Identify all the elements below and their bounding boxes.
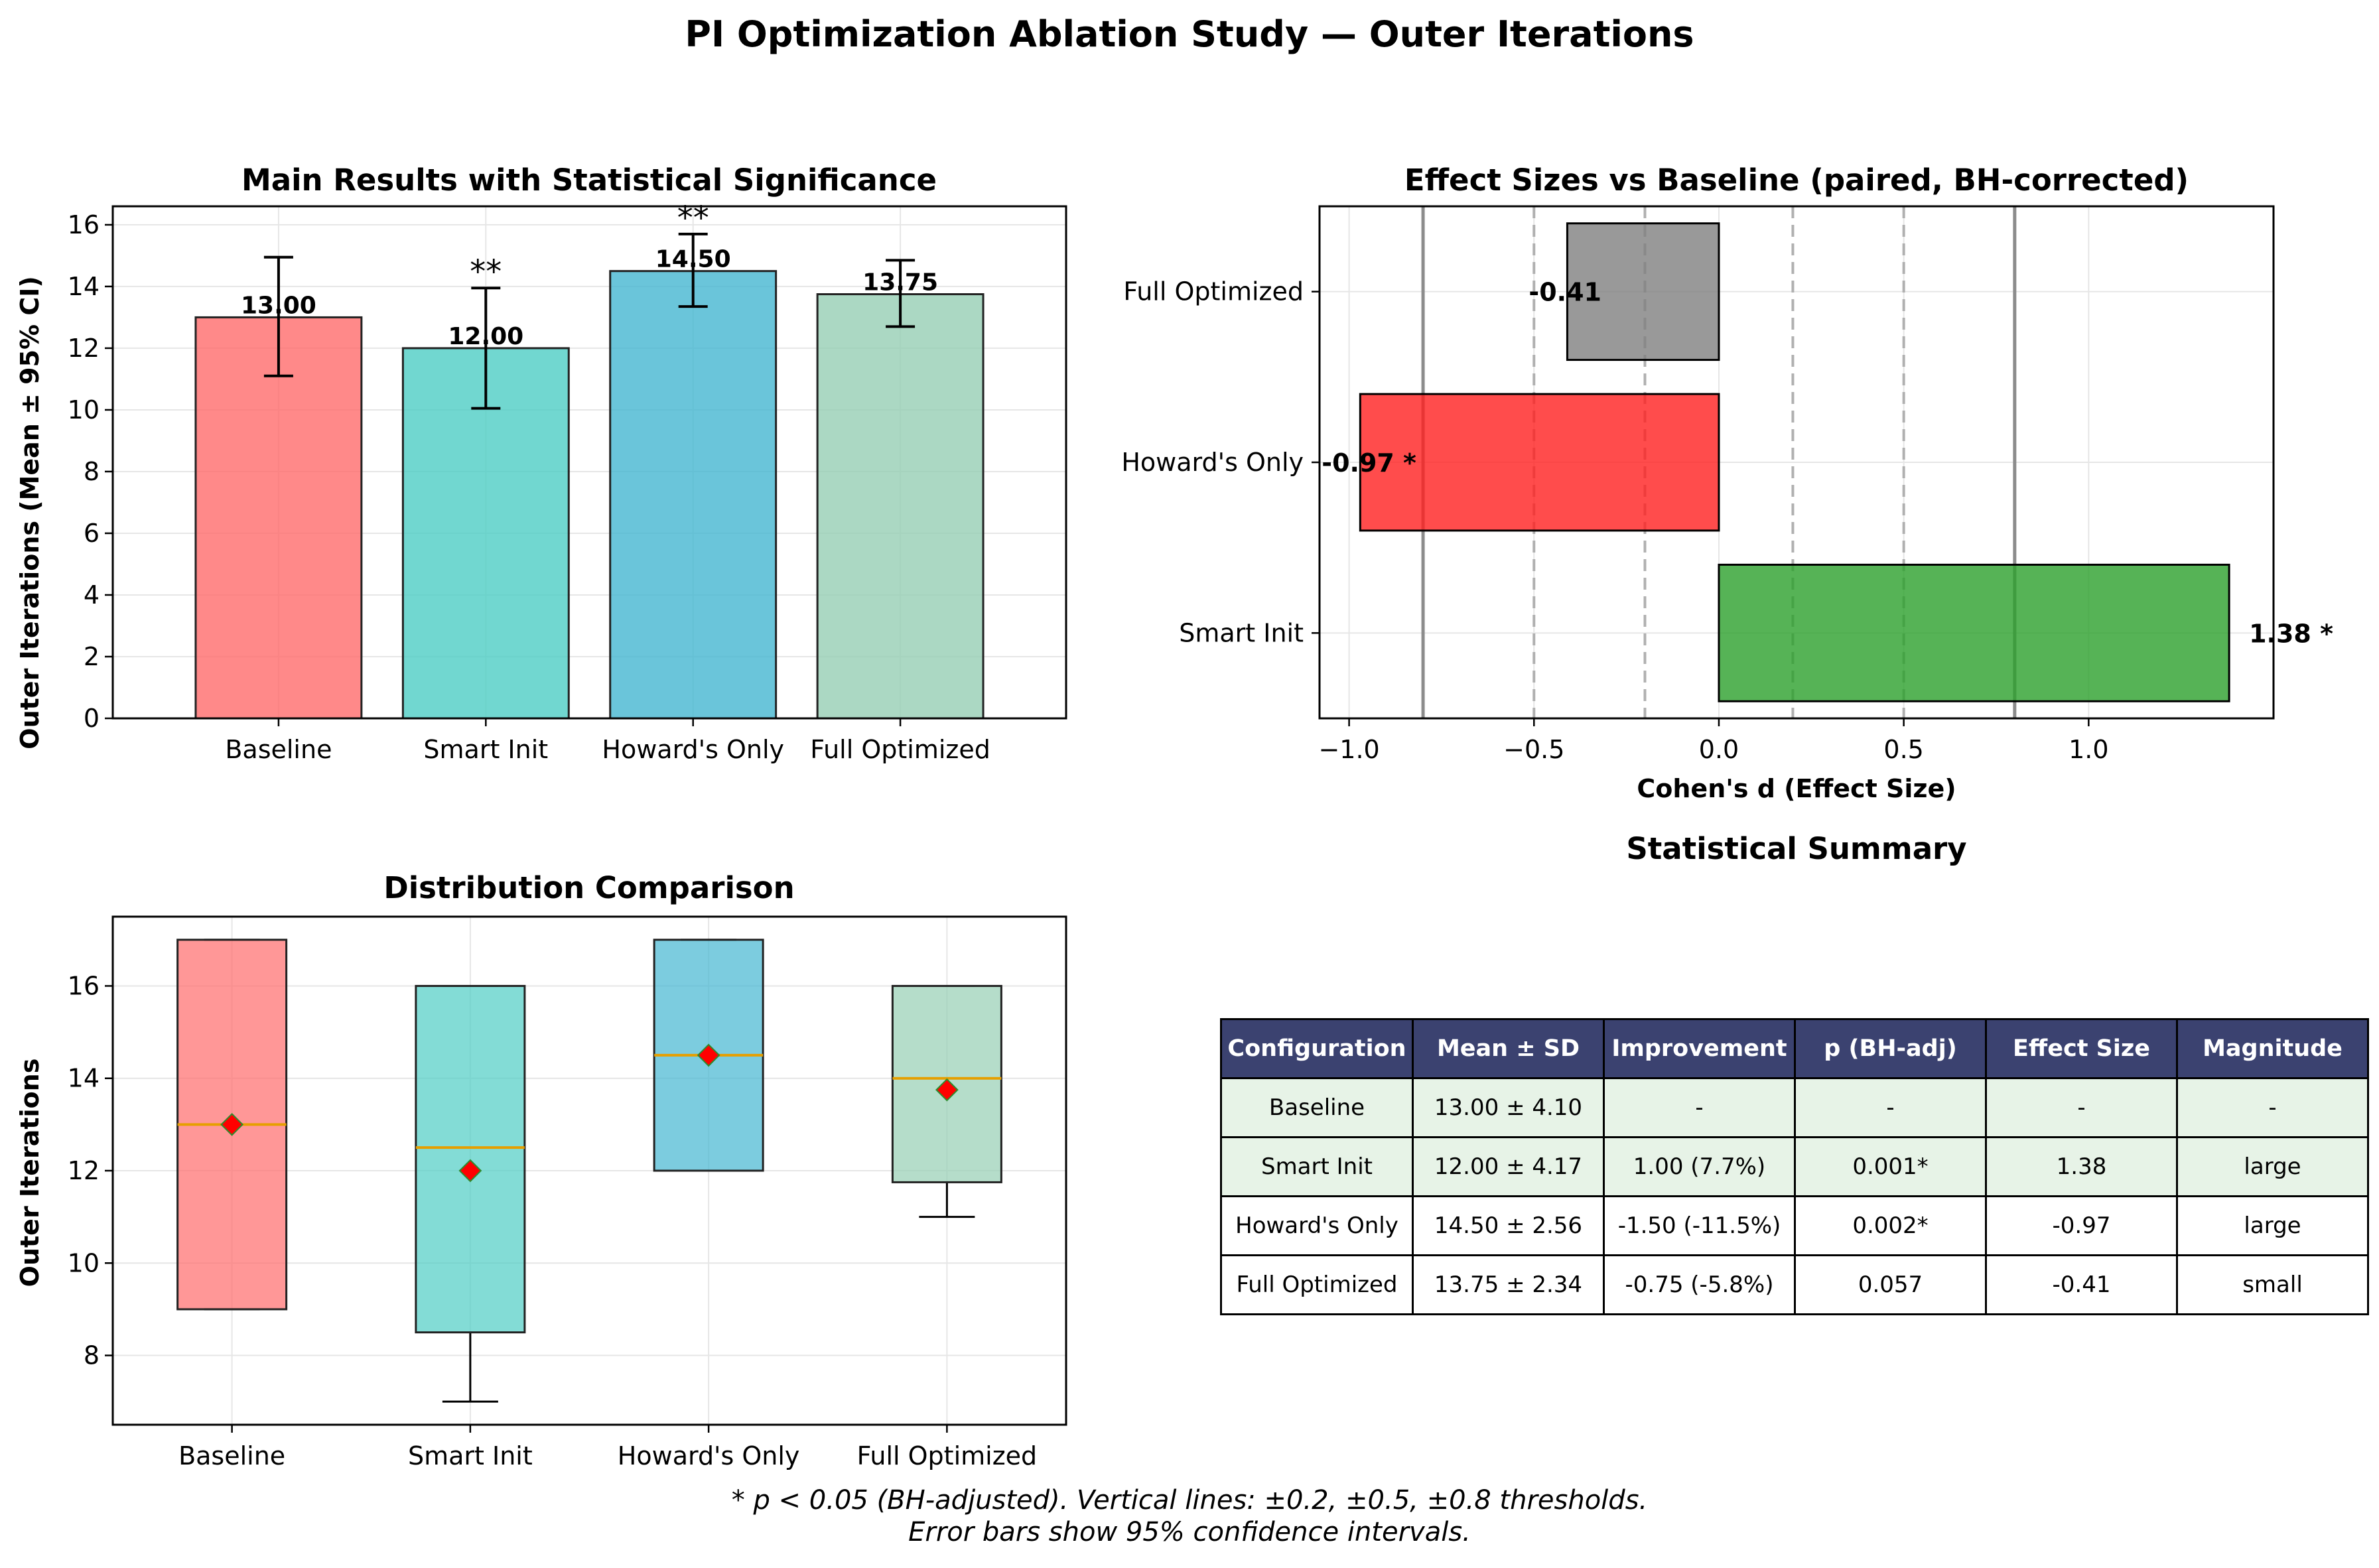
table-cell: 0.001* bbox=[1795, 1138, 1986, 1197]
statistical-summary-table: Configuration Mean ± SD Improvement p (B… bbox=[1220, 1018, 2369, 1315]
table-header: Effect Size bbox=[1986, 1019, 2177, 1078]
x-tick-label: Baseline bbox=[225, 735, 332, 764]
x-tick-label: Howard's Only bbox=[602, 735, 784, 764]
x-tick-label: Smart Init bbox=[408, 1441, 533, 1470]
x-tick-label: 0.5 bbox=[1883, 735, 1923, 764]
table-cell: -0.97 bbox=[1986, 1197, 2177, 1256]
bar bbox=[196, 317, 362, 718]
table-cell: large bbox=[2177, 1197, 2368, 1256]
main-results-ylabel: Outer Iterations (Mean ± 95% CI) bbox=[15, 276, 44, 749]
table-cell: 0.002* bbox=[1795, 1197, 1986, 1256]
y-tick-label: 14 bbox=[68, 272, 100, 301]
y-tick-label: 4 bbox=[84, 580, 100, 610]
summary-title: Statistical Summary bbox=[1626, 831, 1966, 866]
effect-sizes-panel: Effect Sizes vs Baseline (paired, BH-cor… bbox=[1121, 163, 2333, 803]
footnote-line-2: Error bars show 95% confidence intervals… bbox=[0, 1516, 2379, 1548]
table-header: Configuration bbox=[1221, 1019, 1413, 1078]
table-cell: 14.50 ± 2.56 bbox=[1413, 1197, 1604, 1256]
bar-value-label: 12.00 bbox=[448, 323, 523, 350]
y-tick-label: 14 bbox=[68, 1064, 100, 1093]
table-cell: Full Optimized bbox=[1221, 1256, 1413, 1315]
table-cell: -0.41 bbox=[1986, 1256, 2177, 1315]
bar-value-label: 13.00 bbox=[241, 292, 316, 319]
y-tick-label: 16 bbox=[68, 210, 100, 239]
bar-value-label: 13.75 bbox=[862, 269, 938, 296]
y-tick-label: 8 bbox=[84, 457, 100, 486]
main-results-title: Main Results with Statistical Significan… bbox=[241, 163, 937, 198]
table-cell: 13.00 ± 4.10 bbox=[1413, 1078, 1604, 1138]
effect-bar bbox=[1719, 564, 2229, 701]
table-cell: 0.057 bbox=[1795, 1256, 1986, 1315]
y-tick-label: 8 bbox=[84, 1341, 100, 1370]
y-tick-label: 10 bbox=[68, 395, 100, 425]
y-tick-label: 12 bbox=[68, 334, 100, 363]
y-tick-label: 0 bbox=[84, 704, 100, 733]
effect-value-label: -0.41 bbox=[1529, 278, 1601, 307]
table-cell: - bbox=[1986, 1078, 2177, 1138]
significance-marker: ** bbox=[677, 200, 709, 237]
effect-sizes-title: Effect Sizes vs Baseline (paired, BH-cor… bbox=[1404, 163, 2189, 198]
x-tick-label: Full Optimized bbox=[857, 1441, 1038, 1470]
table-cell: Baseline bbox=[1221, 1078, 1413, 1138]
effect-sizes-xlabel: Cohen's d (Effect Size) bbox=[1637, 774, 1956, 803]
x-tick-label: −1.0 bbox=[1318, 735, 1379, 764]
y-tick-label: Full Optimized bbox=[1123, 277, 1304, 306]
table-header: Mean ± SD bbox=[1413, 1019, 1604, 1078]
table-header: Magnitude bbox=[2177, 1019, 2368, 1078]
footnote-line-1: * p < 0.05 (BH-adjusted). Vertical lines… bbox=[0, 1484, 2379, 1516]
table-cell: Howard's Only bbox=[1221, 1197, 1413, 1256]
significance-marker: ** bbox=[470, 253, 502, 291]
table-cell: -1.50 (-11.5%) bbox=[1604, 1197, 1795, 1256]
x-tick-label: Smart Init bbox=[423, 735, 548, 764]
table-header: Improvement bbox=[1604, 1019, 1795, 1078]
table-cell: Smart Init bbox=[1221, 1138, 1413, 1197]
bar bbox=[610, 271, 776, 718]
distribution-panel: Distribution Comparison Outer Iterations… bbox=[15, 870, 1066, 1470]
x-tick-label: −0.5 bbox=[1503, 735, 1564, 764]
effect-value-label: -0.97 * bbox=[1322, 448, 1416, 478]
x-tick-label: Full Optimized bbox=[810, 735, 990, 764]
bar-value-label: 14.50 bbox=[655, 246, 731, 273]
x-tick-label: 0.0 bbox=[1699, 735, 1739, 764]
y-tick-label: 12 bbox=[68, 1156, 100, 1185]
y-tick-label: Smart Init bbox=[1179, 618, 1304, 647]
table-cell: 13.75 ± 2.34 bbox=[1413, 1256, 1604, 1315]
distribution-ylabel: Outer Iterations bbox=[15, 1059, 44, 1287]
bar bbox=[817, 294, 983, 718]
table-cell: large bbox=[2177, 1138, 2368, 1197]
table-cell: -0.75 (-5.8%) bbox=[1604, 1256, 1795, 1315]
y-tick-label: 2 bbox=[84, 642, 100, 671]
figure-title: PI Optimization Ablation Study — Outer I… bbox=[685, 13, 1694, 55]
table-header: p (BH-adj) bbox=[1795, 1019, 1986, 1078]
main-results-panel: Main Results with Statistical Significan… bbox=[15, 163, 1066, 764]
table-row: Full Optimized 13.75 ± 2.34 -0.75 (-5.8%… bbox=[1221, 1256, 2368, 1315]
y-tick-label: 10 bbox=[68, 1248, 100, 1277]
x-tick-label: Howard's Only bbox=[618, 1441, 800, 1470]
distribution-title: Distribution Comparison bbox=[383, 870, 794, 905]
table-row: Smart Init 12.00 ± 4.17 1.00 (7.7%) 0.00… bbox=[1221, 1138, 2368, 1197]
table-cell: - bbox=[2177, 1078, 2368, 1138]
x-tick-label: 1.0 bbox=[2069, 735, 2108, 764]
table-cell: - bbox=[1795, 1078, 1986, 1138]
effect-value-label: 1.38 * bbox=[2249, 619, 2333, 648]
table-row: Baseline 13.00 ± 4.10 - - - - bbox=[1221, 1078, 2368, 1138]
table-cell: - bbox=[1604, 1078, 1795, 1138]
table-row: Howard's Only 14.50 ± 2.56 -1.50 (-11.5%… bbox=[1221, 1197, 2368, 1256]
y-tick-label: 16 bbox=[68, 971, 100, 1000]
y-tick-label: 6 bbox=[84, 519, 100, 548]
table-cell: 1.38 bbox=[1986, 1138, 2177, 1197]
table-cell: 12.00 ± 4.17 bbox=[1413, 1138, 1604, 1197]
table-header-row: Configuration Mean ± SD Improvement p (B… bbox=[1221, 1019, 2368, 1078]
x-tick-label: Baseline bbox=[178, 1441, 285, 1470]
table-cell: small bbox=[2177, 1256, 2368, 1315]
footnote: * p < 0.05 (BH-adjusted). Vertical lines… bbox=[0, 1484, 2379, 1548]
table-cell: 1.00 (7.7%) bbox=[1604, 1138, 1795, 1197]
y-tick-label: Howard's Only bbox=[1121, 448, 1304, 477]
